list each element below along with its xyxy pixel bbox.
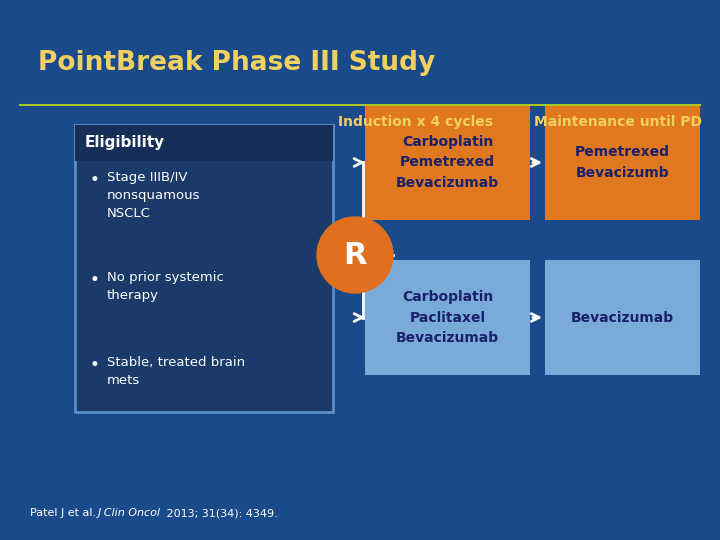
Text: Carboplatin
Pemetrexed
Bevacizumab: Carboplatin Pemetrexed Bevacizumab: [396, 135, 499, 190]
FancyBboxPatch shape: [545, 260, 700, 375]
FancyBboxPatch shape: [75, 125, 333, 412]
Text: PointBreak Phase III Study: PointBreak Phase III Study: [38, 50, 436, 76]
Text: •: •: [89, 356, 99, 374]
Text: •: •: [89, 171, 99, 189]
Text: No prior systemic
therapy: No prior systemic therapy: [107, 271, 224, 302]
Text: Eligibility: Eligibility: [85, 136, 165, 151]
Text: Stage IIIB/IV
nonsquamous
NSCLC: Stage IIIB/IV nonsquamous NSCLC: [107, 171, 200, 220]
Text: •: •: [89, 271, 99, 289]
Text: Stable, treated brain
mets: Stable, treated brain mets: [107, 356, 245, 387]
Text: Bevacizumab: Bevacizumab: [571, 310, 674, 325]
FancyBboxPatch shape: [75, 125, 333, 161]
Text: Pemetrexed
Bevacizumb: Pemetrexed Bevacizumb: [575, 145, 670, 180]
Text: R: R: [343, 240, 366, 269]
FancyBboxPatch shape: [365, 260, 530, 375]
FancyBboxPatch shape: [545, 105, 700, 220]
Text: Maintenance until PD: Maintenance until PD: [534, 115, 702, 129]
Text: Patel J et al.: Patel J et al.: [30, 508, 99, 518]
FancyBboxPatch shape: [365, 105, 530, 220]
Circle shape: [317, 217, 393, 293]
Text: 2013; 31(34): 4349.: 2013; 31(34): 4349.: [163, 508, 278, 518]
Text: J Clin Oncol: J Clin Oncol: [98, 508, 161, 518]
Text: Induction x 4 cycles: Induction x 4 cycles: [338, 115, 492, 129]
Text: Carboplatin
Paclitaxel
Bevacizumab: Carboplatin Paclitaxel Bevacizumab: [396, 290, 499, 345]
